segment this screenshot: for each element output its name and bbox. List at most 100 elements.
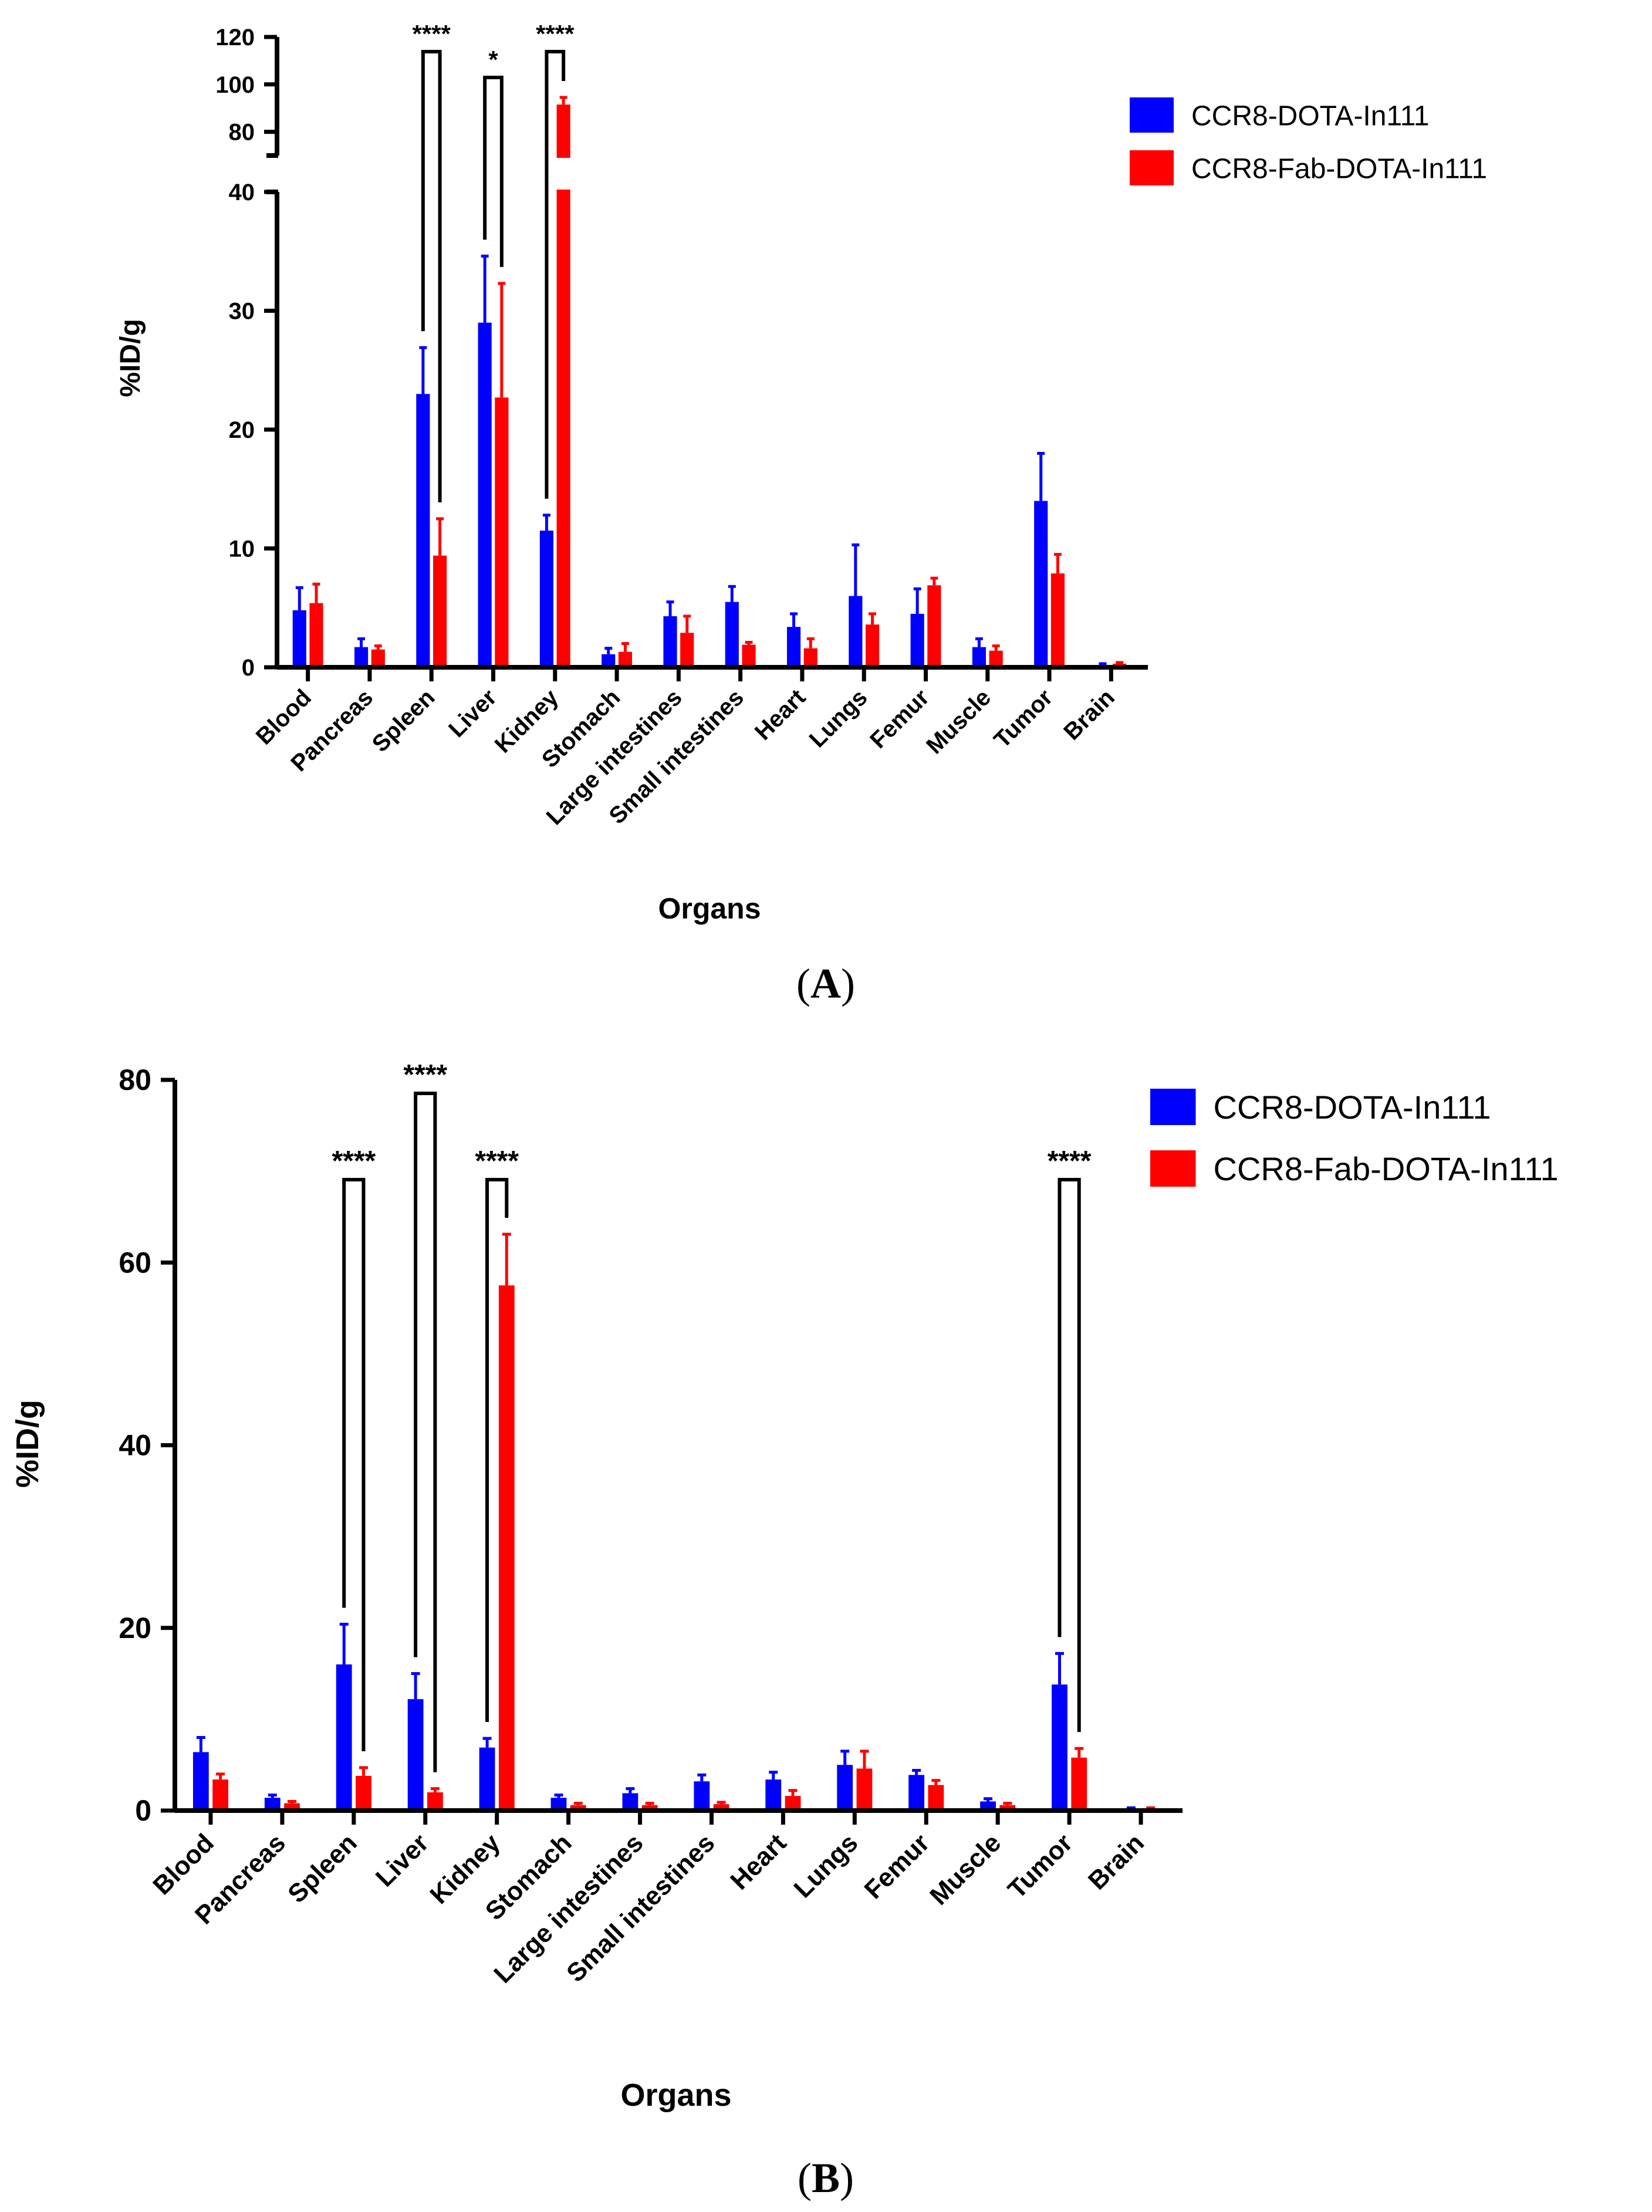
legend-label-series-1: CCR8-DOTA-In111	[1191, 100, 1429, 131]
bar-tumor-series-2	[1071, 1757, 1087, 1811]
bar-blood-series-2	[309, 603, 323, 667]
bar-spleen-series-2	[356, 1775, 371, 1811]
bar-femur-series-2	[928, 1785, 944, 1811]
bar-liver-series-1	[407, 1699, 424, 1811]
bar-large-intestines-series-2	[680, 633, 694, 667]
bar-stomach-series-1	[602, 654, 616, 667]
bar-pancreas-series-1	[264, 1798, 281, 1811]
bar-muscle-series-2	[989, 650, 1003, 667]
y-tick-label: 30	[229, 299, 255, 325]
bar-spleen-series-1	[336, 1664, 352, 1811]
bar-kidney-series-2	[498, 1285, 515, 1811]
x-tick-label-liver: Liver	[444, 684, 502, 742]
x-tick-label-brain: Brain	[1059, 684, 1119, 745]
bar-lungs-series-1	[837, 1765, 853, 1811]
y-tick-label: 20	[229, 417, 255, 443]
y-axis-title: %ID/g	[115, 319, 146, 397]
bar-large-intestines-series-1	[663, 616, 677, 667]
y-tick-label: 10	[229, 536, 255, 562]
y-axis-title: %ID/g	[10, 1400, 45, 1488]
bar-blood-series-2	[212, 1779, 229, 1811]
bar-stomach-series-1	[550, 1798, 567, 1811]
y-tick-label: 20	[119, 1612, 151, 1644]
x-tick-label-lungs: Lungs	[805, 684, 873, 752]
x-tick-label-tumor: Tumor	[1002, 1828, 1078, 1904]
bar-spleen-series-2	[433, 555, 447, 667]
bar-muscle-series-2	[999, 1805, 1016, 1811]
bar-lungs-series-1	[849, 596, 863, 667]
y-tick-label: 0	[242, 655, 255, 681]
bar-heart-series-1	[786, 627, 801, 667]
bar-heart-series-2	[803, 648, 817, 667]
y-tick-label: 0	[135, 1794, 151, 1827]
significance-bracket-liver	[483, 76, 504, 267]
x-tick-label-liver: Liver	[370, 1828, 434, 1892]
bar-muscle-series-1	[972, 647, 987, 667]
bar-tumor-series-2	[1050, 573, 1065, 667]
significance-label-liver: ****	[403, 1059, 447, 1090]
bar-kidney-series-2	[556, 104, 570, 667]
bar-stomach-series-2	[618, 651, 633, 667]
legend-label-series-2: CCR8-Fab-DOTA-In111	[1214, 1150, 1559, 1187]
x-tick-label-lungs: Lungs	[788, 1828, 863, 1903]
x-tick-label-spleen: Spleen	[282, 1828, 363, 1909]
significance-label-liver: *	[488, 46, 498, 73]
y-tick-label: 120	[215, 25, 255, 50]
bar-pancreas-series-1	[354, 647, 369, 667]
y-tick-label: 100	[215, 72, 255, 98]
bar-lungs-series-2	[865, 624, 880, 667]
bar-tumor-series-1	[1034, 501, 1048, 667]
bar-tumor-series-1	[1052, 1684, 1067, 1811]
bar-small-intestines-series-2	[742, 644, 756, 667]
bar-small-intestines-series-1	[694, 1781, 710, 1811]
significance-label-tumor: ****	[1048, 1146, 1092, 1177]
bar-liver-series-2	[495, 397, 509, 667]
bar-pancreas-series-2	[371, 649, 385, 667]
legend-swatch-series-1	[1150, 1089, 1196, 1125]
bar-small-intestines-series-1	[725, 602, 739, 667]
y-tick-label: 40	[119, 1429, 151, 1462]
bar-blood-series-1	[192, 1752, 209, 1811]
x-axis-title: Organs	[620, 2078, 731, 2113]
x-tick-label-femur: Femur	[859, 1828, 935, 1904]
bar-stomach-series-2	[570, 1805, 586, 1811]
x-tick-label-tumor: Tumor	[989, 684, 1058, 753]
y-tick-label: 80	[229, 120, 255, 146]
bar-liver-series-1	[478, 322, 492, 667]
significance-label-kidney: ****	[475, 1146, 519, 1177]
bar-blood-series-1	[292, 610, 306, 667]
bar-liver-series-2	[427, 1792, 443, 1811]
bar-lungs-series-2	[856, 1768, 873, 1811]
bar-femur-series-1	[908, 1775, 925, 1811]
x-tick-label-muscle: Muscle	[924, 1828, 1006, 1910]
significance-bracket-kidney	[485, 1178, 509, 1723]
bar-large-intestines-series-1	[622, 1793, 638, 1811]
x-tick-label-brain: Brain	[1083, 1828, 1150, 1895]
legend-swatch-series-2	[1130, 150, 1174, 185]
legend-swatch-series-1	[1130, 97, 1174, 133]
legend-label-series-1: CCR8-DOTA-In111	[1214, 1089, 1491, 1126]
bar-small-intestines-series-2	[713, 1804, 729, 1811]
significance-bracket-spleen	[342, 1178, 366, 1751]
x-tick-label-spleen: Spleen	[367, 684, 440, 757]
legend-label-series-2: CCR8-Fab-DOTA-In111	[1191, 153, 1487, 184]
significance-label-spleen: ****	[413, 20, 451, 48]
bar-kidney-series-1	[539, 531, 554, 667]
panel-label-b: (B)	[798, 2154, 854, 2201]
significance-bracket-spleen	[421, 50, 442, 502]
significance-label-spleen: ****	[332, 1146, 376, 1177]
y-tick-label: 60	[119, 1246, 151, 1279]
bar-heart-series-2	[785, 1796, 801, 1811]
bar-heart-series-1	[765, 1779, 782, 1811]
bar-femur-series-1	[910, 613, 924, 667]
x-tick-label-muscle: Muscle	[921, 684, 996, 759]
bar-break-gap	[554, 158, 573, 190]
chart-panel-a: 01020304080100120%ID/gBloodPancreasSplee…	[115, 20, 1487, 925]
bar-kidney-series-1	[479, 1747, 495, 1811]
legend-swatch-series-2	[1150, 1150, 1196, 1187]
significance-label-kidney: ****	[536, 20, 575, 48]
bar-spleen-series-1	[416, 394, 430, 667]
